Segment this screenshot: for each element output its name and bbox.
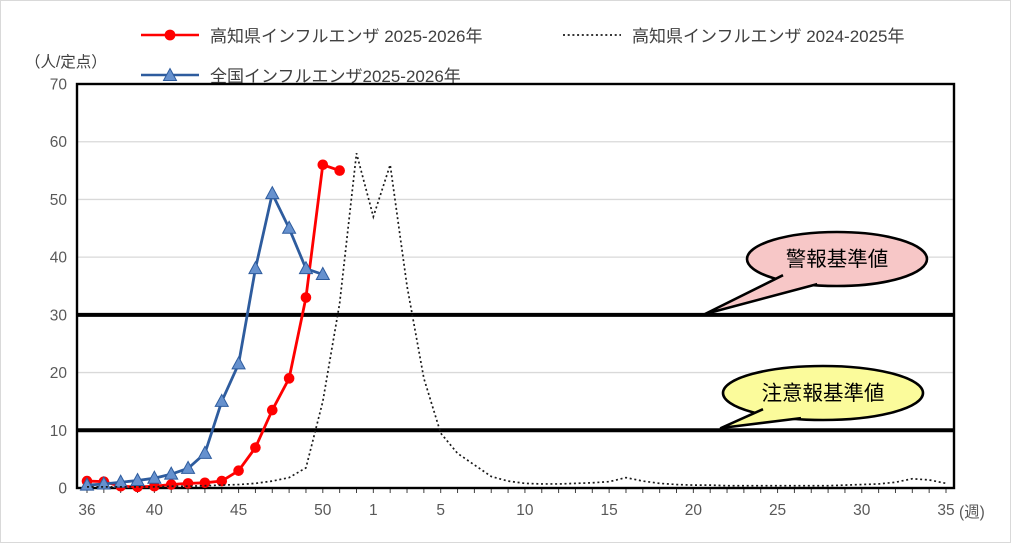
y-tick-label-40: 40	[50, 250, 68, 267]
legend-marker-national-2025	[141, 66, 199, 81]
series-0-marker	[250, 442, 261, 453]
series-line-2	[87, 153, 947, 488]
x-tick-label-36: 36	[78, 502, 95, 519]
legend-item-national-2025: 全国インフルエンザ2025-2026年	[139, 62, 461, 87]
callout-bubble-0	[745, 230, 929, 288]
series-0-marker	[317, 159, 329, 171]
callout-label-1: 注意報基準値	[762, 382, 885, 405]
y-tick-label-30: 30	[50, 307, 68, 324]
series-1-marker	[214, 393, 230, 407]
legend-marker-kochi-2024	[563, 33, 621, 36]
series-1-marker	[264, 185, 280, 200]
series-0-marker	[334, 165, 345, 176]
series-0-marker	[233, 465, 244, 476]
legend-label-national-2025: 全国インフルエンザ2025-2026年	[210, 67, 461, 86]
legend-triangle-blue	[162, 66, 178, 81]
callout-label-0: 警報基準値	[786, 248, 889, 271]
series-0-marker	[165, 479, 177, 490]
legend-marker-kochi-2025	[141, 29, 199, 40]
series-0-marker	[266, 404, 278, 416]
x-tick-label-10: 10	[516, 502, 534, 519]
y-tick-label-60: 60	[50, 134, 68, 151]
series-1-marker	[197, 445, 213, 459]
legend-label-kochi-2025: 高知県インフルエンザ 2025-2026年	[210, 27, 483, 46]
plot-border	[75, 82, 956, 490]
x-tick-label-35: 35	[937, 502, 954, 519]
series-line-0	[86, 162, 341, 489]
x-tick-label-40: 40	[146, 502, 164, 519]
series-1-marker	[281, 220, 297, 234]
x-tick-label-25: 25	[769, 502, 786, 519]
x-tick-label-45: 45	[230, 502, 247, 519]
series-0-marker	[283, 373, 295, 384]
x-axis-unit: (週)	[959, 504, 985, 521]
legend-label-kochi-2024: 高知県インフルエンザ 2024-2025年	[632, 27, 905, 46]
x-tick-label-1: 1	[369, 502, 378, 519]
series-1-marker	[315, 266, 331, 280]
series-1-marker	[79, 477, 95, 491]
series-line-1	[86, 189, 324, 487]
y-tick-label-20: 20	[50, 365, 68, 382]
y-tick-label-0: 0	[58, 481, 67, 498]
y-tick-label-70: 70	[50, 77, 68, 94]
series-1-marker	[180, 460, 196, 474]
y-tick-label-50: 50	[50, 192, 68, 209]
y-tick-label-10: 10	[50, 423, 68, 440]
series-0-marker	[216, 475, 228, 487]
x-tick-label-50: 50	[314, 502, 332, 519]
series-1-marker	[130, 472, 145, 486]
legend-dot-red	[164, 29, 176, 40]
x-tick-label-30: 30	[853, 502, 871, 519]
callout-tail-1	[719, 408, 802, 430]
y-axis-unit: （人/定点）	[25, 54, 107, 71]
x-tick-label-5: 5	[436, 502, 445, 519]
callout-tail-0	[703, 274, 818, 316]
series-0-marker	[199, 477, 211, 489]
series-1-marker	[147, 470, 162, 484]
series-1-marker	[96, 475, 112, 490]
series-1-marker	[231, 355, 246, 370]
series-0-marker	[300, 292, 312, 303]
series-1-marker	[298, 260, 314, 275]
callout-bubble-1	[721, 364, 925, 422]
x-tick-label-20: 20	[685, 502, 703, 519]
x-tick-label-15: 15	[601, 502, 618, 519]
series-1-marker	[248, 260, 263, 275]
series-1-marker	[163, 466, 179, 480]
series-0-marker	[182, 478, 194, 489]
legend-item-kochi-2025: 高知県インフルエンザ 2025-2026年	[139, 22, 483, 47]
legend-item-kochi-2024: 高知県インフルエンザ 2024-2025年	[561, 22, 905, 47]
